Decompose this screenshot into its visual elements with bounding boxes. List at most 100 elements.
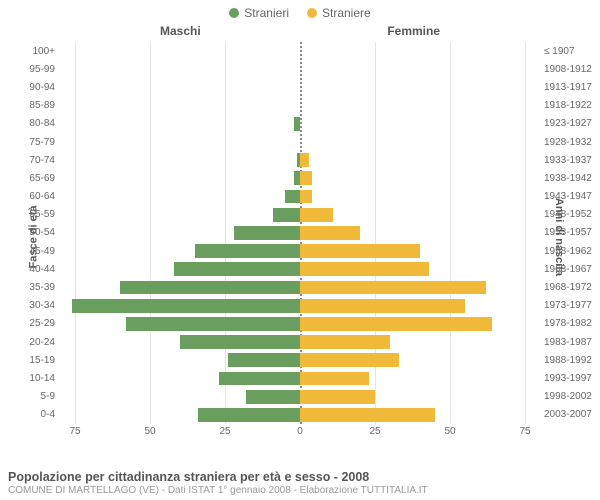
birth-year-label: 1978-1982: [544, 318, 596, 329]
legend-item-female: Straniere: [307, 6, 371, 20]
footer-title: Popolazione per cittadinanza straniera p…: [8, 470, 592, 484]
age-row: 10-141993-1997: [60, 369, 540, 387]
bar-male: [294, 117, 300, 131]
age-label: 25-29: [15, 318, 55, 329]
bar-area: [60, 42, 540, 60]
age-label: 0-4: [15, 409, 55, 420]
age-row: 30-341973-1977: [60, 297, 540, 315]
age-row: 100+≤ 1907: [60, 42, 540, 60]
bar-female: [300, 408, 435, 422]
birth-year-label: 1968-1972: [544, 282, 596, 293]
birth-year-label: 1998-2002: [544, 391, 596, 402]
bar-female: [300, 171, 312, 185]
birth-year-label: 1963-1967: [544, 264, 596, 275]
age-row: 0-42003-2007: [60, 406, 540, 424]
bar-male: [234, 226, 300, 240]
age-row: 90-941913-1917: [60, 78, 540, 96]
column-header-female: Femmine: [387, 24, 440, 38]
bar-male: [195, 244, 300, 258]
x-tick-label: 0: [297, 426, 303, 437]
bar-area: [60, 242, 540, 260]
birth-year-label: 1983-1987: [544, 337, 596, 348]
age-row: 50-541953-1957: [60, 224, 540, 242]
birth-year-label: 2003-2007: [544, 409, 596, 420]
age-row: 20-241983-1987: [60, 333, 540, 351]
legend-label-female: Straniere: [322, 6, 371, 20]
x-tick-label: 50: [444, 426, 455, 437]
age-label: 85-89: [15, 100, 55, 111]
x-tick-label: 25: [369, 426, 380, 437]
bar-area: [60, 115, 540, 133]
age-label: 55-59: [15, 209, 55, 220]
age-label: 50-54: [15, 227, 55, 238]
age-row: 80-841923-1927: [60, 115, 540, 133]
age-row: 75-791928-1932: [60, 133, 540, 151]
bar-area: [60, 60, 540, 78]
bar-area: [60, 297, 540, 315]
age-label: 90-94: [15, 82, 55, 93]
age-row: 25-291978-1982: [60, 315, 540, 333]
age-row: 70-741933-1937: [60, 151, 540, 169]
chart: Maschi Femmine Fasce di età Anni di nasc…: [0, 22, 600, 452]
bar-female: [300, 226, 360, 240]
age-label: 5-9: [15, 391, 55, 402]
bar-female: [300, 262, 429, 276]
age-label: 10-14: [15, 373, 55, 384]
birth-year-label: 1938-1942: [544, 173, 596, 184]
birth-year-label: 1943-1947: [544, 191, 596, 202]
bar-area: [60, 351, 540, 369]
bar-female: [300, 153, 309, 167]
x-tick-label: 25: [219, 426, 230, 437]
birth-year-label: 1988-1992: [544, 355, 596, 366]
age-row: 5-91998-2002: [60, 388, 540, 406]
bar-female: [300, 353, 399, 367]
bar-male: [174, 262, 300, 276]
age-row: 35-391968-1972: [60, 278, 540, 296]
bar-area: [60, 151, 540, 169]
bar-female: [300, 335, 390, 349]
bar-female: [300, 190, 312, 204]
age-label: 30-34: [15, 300, 55, 311]
age-label: 15-19: [15, 355, 55, 366]
bar-female: [300, 372, 369, 386]
age-row: 40-441963-1967: [60, 260, 540, 278]
age-row: 45-491958-1962: [60, 242, 540, 260]
bar-male: [228, 353, 300, 367]
age-label: 80-84: [15, 118, 55, 129]
age-label: 40-44: [15, 264, 55, 275]
age-label: 95-99: [15, 64, 55, 75]
bar-male: [246, 390, 300, 404]
x-tick-label: 75: [69, 426, 80, 437]
plot-area: 100+≤ 190795-991908-191290-941913-191785…: [60, 42, 540, 424]
age-row: 15-191988-1992: [60, 351, 540, 369]
bar-area: [60, 369, 540, 387]
bar-male: [72, 299, 300, 313]
bar-area: [60, 315, 540, 333]
bar-female: [300, 390, 375, 404]
age-row: 95-991908-1912: [60, 60, 540, 78]
bar-area: [60, 169, 540, 187]
bar-area: [60, 333, 540, 351]
age-row: 85-891918-1922: [60, 97, 540, 115]
legend-swatch-male: [229, 8, 239, 18]
bar-female: [300, 281, 486, 295]
footer-subtitle: COMUNE DI MARTELLAGO (VE) - Dati ISTAT 1…: [8, 485, 592, 496]
birth-year-label: 1908-1912: [544, 64, 596, 75]
bar-male: [198, 408, 300, 422]
age-label: 65-69: [15, 173, 55, 184]
bar-area: [60, 206, 540, 224]
age-label: 70-74: [15, 155, 55, 166]
bar-male: [120, 281, 300, 295]
birth-year-label: 1933-1937: [544, 155, 596, 166]
bar-area: [60, 97, 540, 115]
age-label: 20-24: [15, 337, 55, 348]
bar-male: [219, 372, 300, 386]
legend-label-male: Stranieri: [244, 6, 289, 20]
age-label: 100+: [15, 46, 55, 57]
column-header-male: Maschi: [160, 24, 201, 38]
bar-area: [60, 188, 540, 206]
bar-female: [300, 317, 492, 331]
age-label: 60-64: [15, 191, 55, 202]
age-label: 45-49: [15, 246, 55, 257]
x-tick-label: 50: [144, 426, 155, 437]
